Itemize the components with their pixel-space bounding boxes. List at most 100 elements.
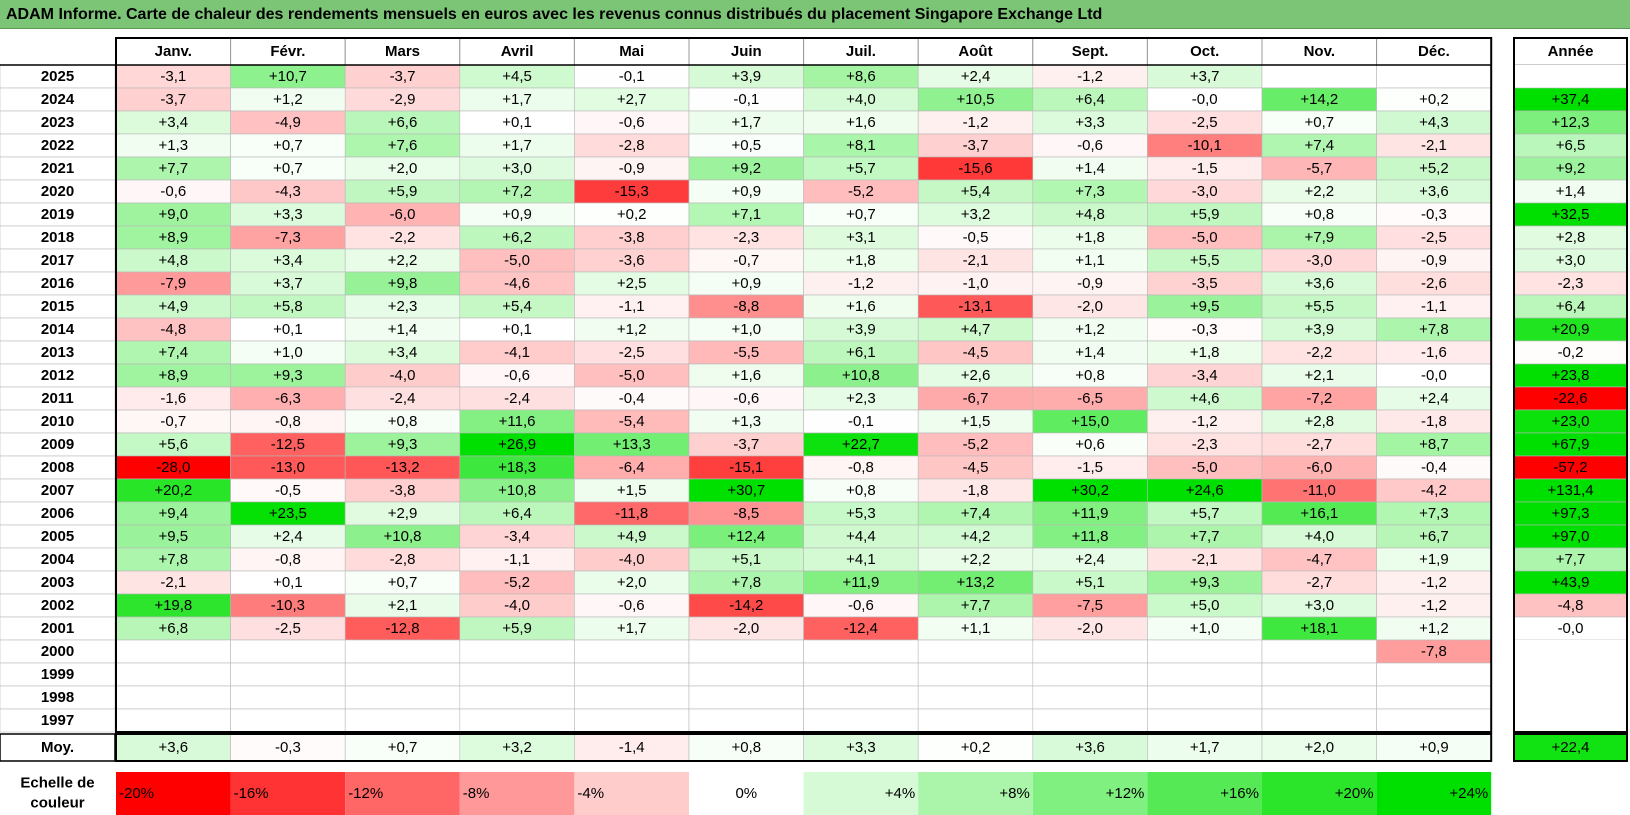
cell-value: -1,6 (160, 390, 186, 407)
year-label: 2007 (41, 482, 74, 499)
heatmap-cell (803, 639, 919, 664)
cell-value: +11,8 (1072, 528, 1109, 545)
cell-value: +1,6 (846, 298, 876, 315)
cell-value: +1,5 (961, 413, 991, 430)
cell-value: -6,4 (619, 459, 645, 476)
cell-value: -2,0 (733, 620, 759, 637)
cell-value: -0,4 (1421, 459, 1447, 476)
year-label: 2013 (41, 344, 74, 361)
cell-value: +5,9 (502, 620, 532, 637)
cell-value: -4,0 (504, 597, 530, 614)
cell-value: -6,7 (963, 390, 989, 407)
cell-value: +1,1 (961, 620, 991, 637)
cell-value: +7,4 (158, 344, 188, 361)
year-label: 2001 (41, 620, 74, 637)
cell-value: -2,2 (390, 229, 416, 246)
cell-value: +3,2 (961, 206, 991, 223)
cell-value: -11,8 (615, 505, 648, 522)
cell-value: -4,9 (275, 114, 301, 131)
average-value: +0,7 (388, 739, 418, 756)
cell-value: +3,9 (846, 321, 876, 338)
cell-value: +7,4 (961, 505, 991, 522)
cell-value: +9,3 (1190, 574, 1220, 591)
heatmap-cell (574, 685, 690, 710)
cell-value: +5,5 (1190, 252, 1220, 269)
annual-frame (1513, 37, 1628, 733)
cell-value: -4,1 (504, 344, 530, 361)
month-header: Janv. (155, 43, 192, 60)
cell-value: -0,6 (160, 183, 186, 200)
heatmap-cell (459, 662, 575, 687)
cell-value: +10,7 (269, 68, 307, 85)
cell-value: +9,3 (388, 436, 418, 453)
annual-value: +6,5 (1556, 137, 1586, 154)
heatmap-cell (1032, 708, 1148, 733)
average-value: +0,9 (1419, 739, 1449, 756)
heatmap-cell (344, 685, 461, 710)
heatmap-cell (917, 639, 1034, 664)
cell-value: +11,9 (842, 574, 879, 591)
cell-value: +0,7 (1304, 114, 1334, 131)
cell-value: +2,4 (1075, 551, 1105, 568)
annual-value: +2,8 (1556, 229, 1586, 246)
cell-value: -15,1 (729, 459, 763, 476)
cell-value: +0,2 (1419, 91, 1449, 108)
heatmap-cell (688, 662, 804, 687)
year-label: 2003 (41, 574, 74, 591)
cell-value: +1,2 (1075, 321, 1105, 338)
annual-value: +23,0 (1552, 413, 1590, 430)
cell-value: +7,7 (1190, 528, 1220, 545)
annual-value: -2,3 (1558, 275, 1584, 292)
cell-value: +2,8 (1304, 413, 1334, 430)
cell-value: -4,2 (1421, 482, 1447, 499)
heatmap-cell (688, 639, 804, 664)
cell-value: -4,5 (963, 459, 989, 476)
annual-value: +131,4 (1547, 482, 1593, 499)
scale-swatch (1147, 772, 1262, 815)
year-label: 2008 (41, 459, 74, 476)
cell-value: +5,7 (846, 160, 876, 177)
cell-value: -5,7 (1306, 160, 1332, 177)
scale-swatch (345, 772, 460, 815)
cell-value: -1,6 (1421, 344, 1447, 361)
cell-value: +1,7 (502, 137, 532, 154)
cell-value: -2,9 (390, 91, 416, 108)
cell-value: +4,8 (158, 252, 188, 269)
cell-value: +9,3 (273, 367, 303, 384)
year-label: 1997 (41, 712, 74, 729)
cell-value: +0,7 (273, 160, 303, 177)
cell-value: -1,2 (963, 114, 989, 131)
cell-value: -1,2 (1192, 413, 1218, 430)
cell-value: +1,2 (1419, 620, 1449, 637)
cell-value: -0,5 (275, 482, 301, 499)
average-cell (1261, 733, 1377, 762)
cell-value: -5,2 (963, 436, 989, 453)
heatmap-cell (1261, 708, 1377, 733)
heatmap-cell (459, 708, 575, 733)
cell-value: +6,1 (846, 344, 876, 361)
cell-value: +2,2 (388, 252, 418, 269)
heatmap-cell (344, 708, 461, 733)
month-header-cell (803, 37, 919, 66)
month-header: Déc. (1418, 43, 1450, 60)
cell-value: +5,5 (1304, 298, 1334, 315)
cell-value: +8,7 (1419, 436, 1449, 453)
heatmap-cell (803, 708, 919, 733)
cell-value: +0,6 (1075, 436, 1105, 453)
cell-value: +4,6 (1190, 390, 1220, 407)
cell-value: -7,8 (1421, 643, 1447, 660)
year-label: 2011 (41, 390, 74, 407)
cell-value: +4,0 (846, 91, 876, 108)
cell-value: +3,1 (846, 229, 876, 246)
cell-value: +1,0 (731, 321, 761, 338)
scale-swatch (1376, 772, 1492, 815)
cell-value: -6,5 (1077, 390, 1103, 407)
scale-swatch (116, 772, 231, 815)
cell-value: -3,7 (390, 68, 416, 85)
year-label: 2017 (41, 252, 74, 269)
cell-value: +15,0 (1071, 413, 1109, 430)
cell-value: +7,7 (158, 160, 188, 177)
cell-value: +18,3 (498, 459, 536, 476)
cell-value: -7,5 (1077, 597, 1103, 614)
cell-value: -0,6 (619, 114, 645, 131)
